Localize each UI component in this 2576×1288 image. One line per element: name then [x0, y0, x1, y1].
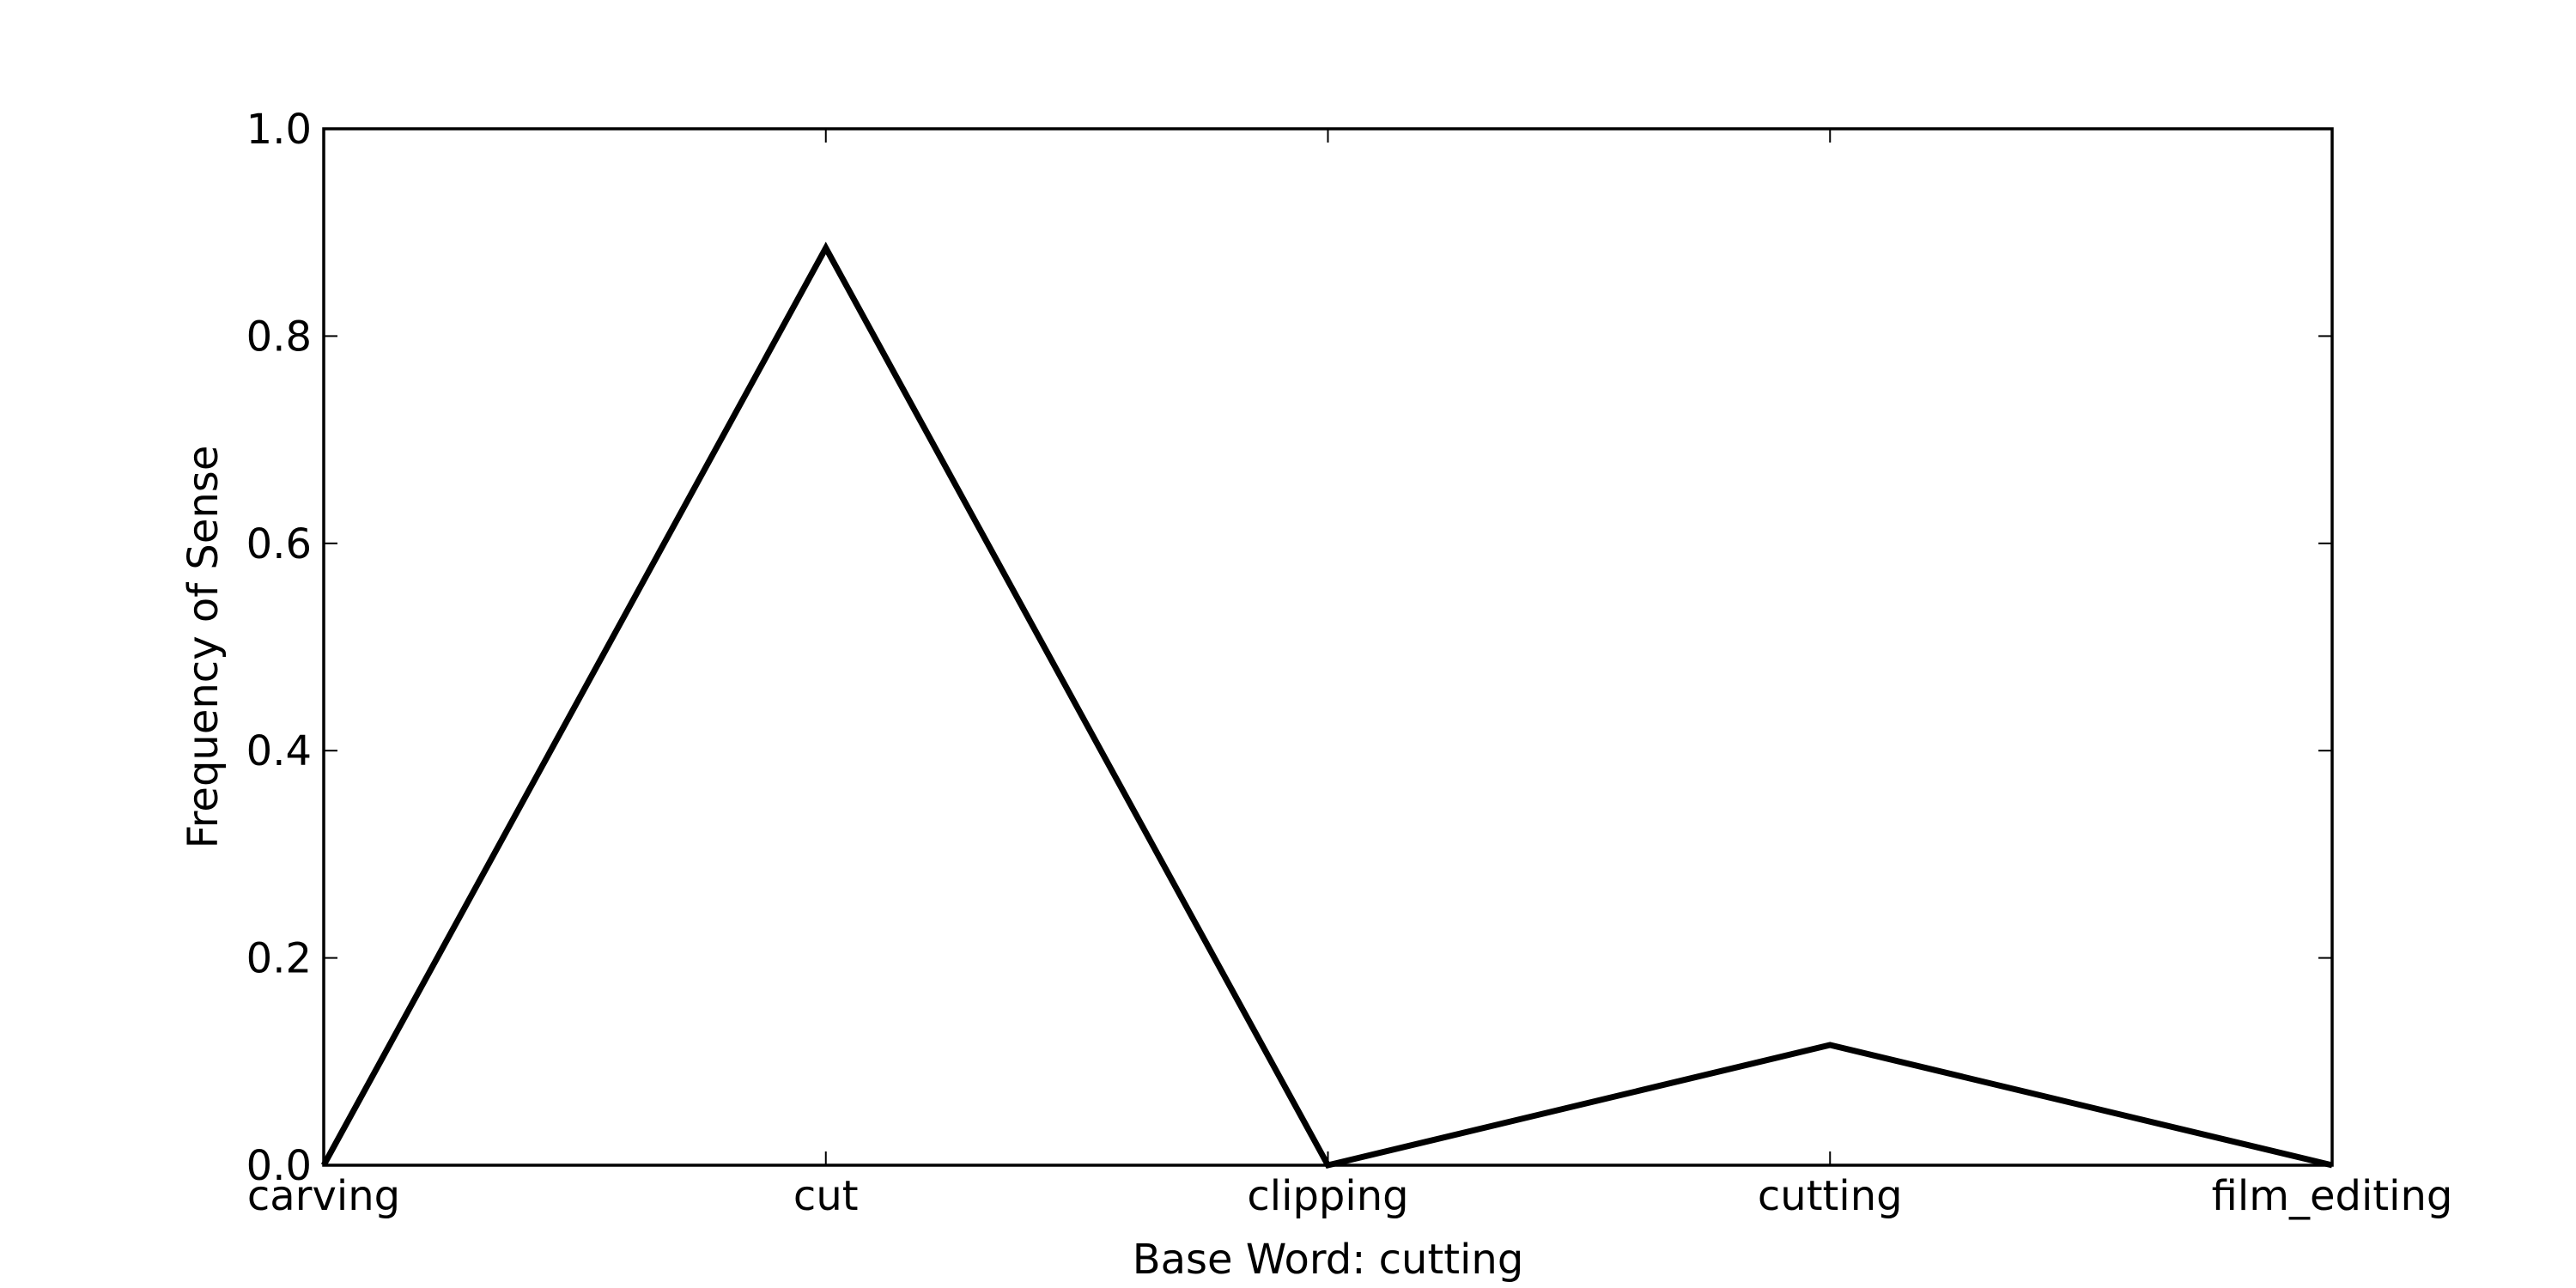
x-axis-label: Base Word: cutting [1133, 1236, 1524, 1284]
x-tick-label: clipping [1247, 1172, 1408, 1220]
plot-area-frame [322, 127, 2334, 1167]
x-tick-label: cut [793, 1172, 859, 1220]
x-tick-label: cutting [1758, 1172, 1903, 1220]
x-tick-label: film_editing [2212, 1172, 2453, 1220]
y-tick-label: 0.0 [246, 1142, 312, 1190]
y-tick-label: 0.2 [246, 935, 312, 983]
x-tick-labels: carving cut clipping cutting film_editing [247, 1172, 2452, 1220]
x-tick-label: carving [247, 1172, 400, 1220]
y-tick-labels: 0.0 0.2 0.4 0.6 0.8 1.0 [246, 106, 312, 1190]
y-tick-label: 0.6 [246, 520, 312, 568]
y-tick-label: 0.8 [246, 313, 312, 361]
y-axis-label: Frequency of Sense [179, 446, 228, 849]
y-tick-label: 0.4 [246, 727, 312, 775]
y-tick-label: 1.0 [246, 106, 312, 154]
